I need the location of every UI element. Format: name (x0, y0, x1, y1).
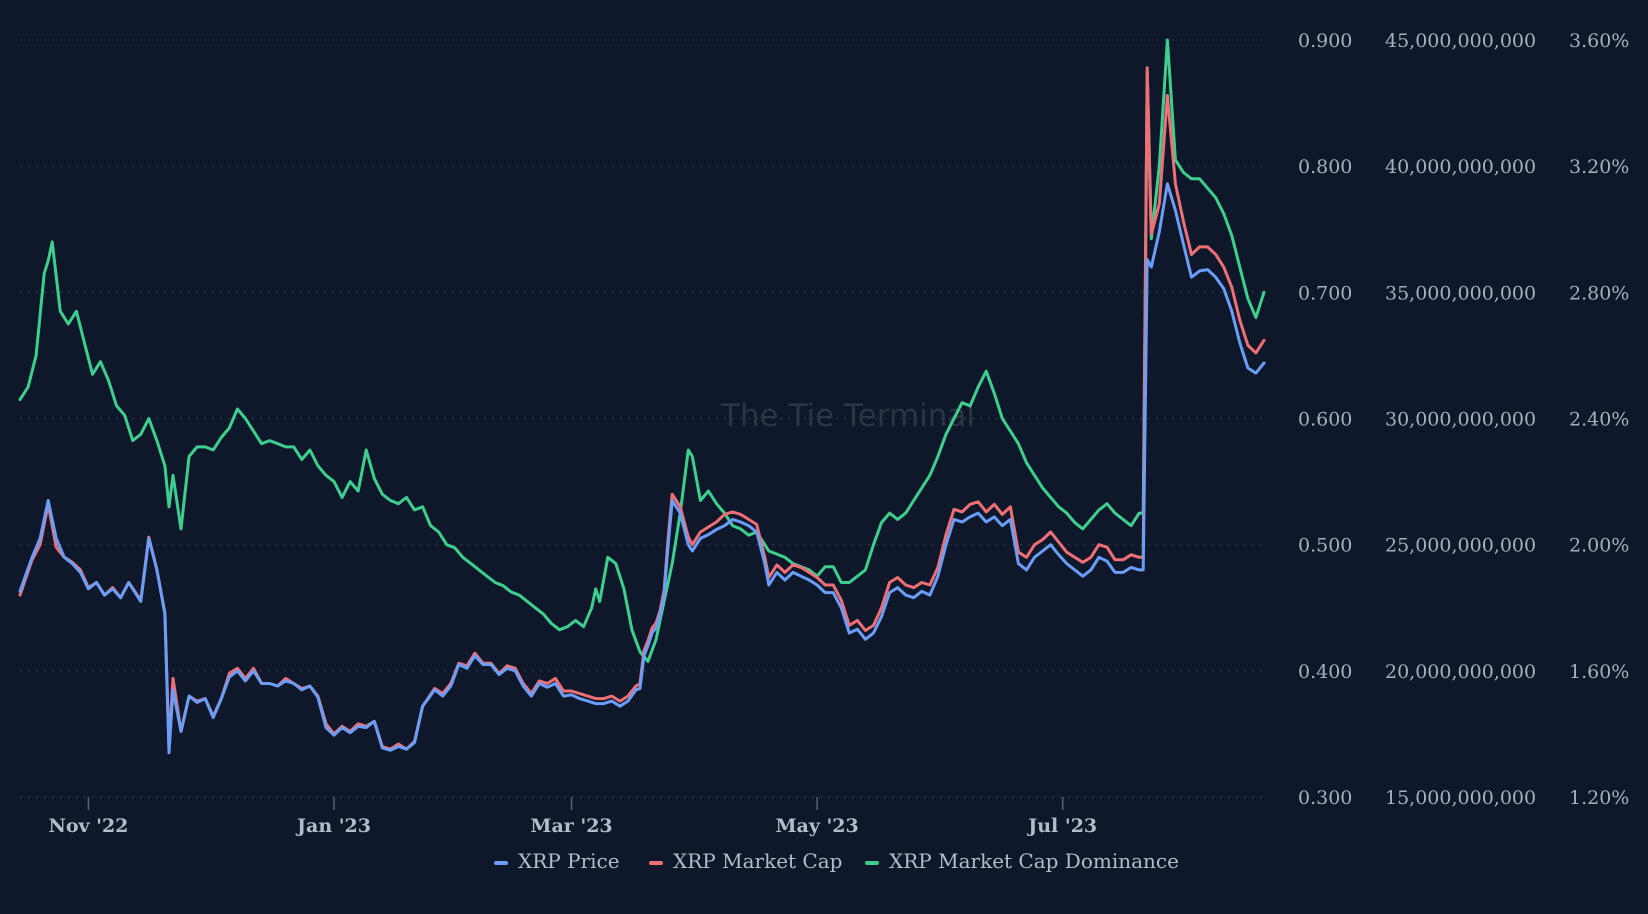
market_cap-axis-tick-label: 20,000,000,000 (1385, 661, 1536, 683)
series-line-xrp-price (18, 182, 1266, 755)
legend-label: XRP Price (518, 849, 620, 873)
price-axis-tick-label: 0.600 (1298, 409, 1352, 431)
price-axis-tick-label: 0.700 (1298, 282, 1352, 304)
legend-item-xrp-market-cap-dominance[interactable]: XRP Market Cap Dominance (865, 849, 1179, 873)
market_cap-axis-tick-label: 15,000,000,000 (1385, 787, 1536, 809)
price-axis-tick-label: 0.900 (1298, 30, 1352, 52)
market_cap-axis-tick-label: 25,000,000,000 (1385, 535, 1536, 557)
market_cap-axis-tick-label: 40,000,000,000 (1385, 156, 1536, 178)
price-axis-tick-label: 0.800 (1298, 156, 1352, 178)
watermark-text: The Tie Terminal (720, 398, 975, 434)
axis-labels: 0.900 0.800 0.700 0.600 0.500 0.400 0.300 45,00… (48, 30, 1629, 837)
legend[interactable]: XRP Price XRP Market Cap XRP Market Cap Do… (494, 849, 1179, 873)
x-axis-tick-label: Jul '23 (1026, 815, 1097, 837)
legend-item-xrp-market-cap[interactable]: XRP Market Cap (649, 849, 842, 873)
dominance-axis-tick-label: 1.20% (1569, 787, 1629, 809)
legend-label: XRP Market Cap Dominance (889, 849, 1179, 873)
market_cap-axis-tick-label: 45,000,000,000 (1385, 30, 1536, 52)
dominance-axis-tick-label: 1.60% (1569, 661, 1629, 683)
x-axis-tick-label: May '23 (775, 815, 858, 837)
dominance-axis-tick-label: 2.80% (1569, 282, 1629, 304)
x-axis-tick-label: Mar '23 (530, 815, 612, 837)
market_cap-axis-tick-label: 30,000,000,000 (1385, 409, 1536, 431)
legend-label: XRP Market Cap (673, 849, 842, 873)
price-axis-tick-label: 0.400 (1298, 661, 1352, 683)
legend-item-xrp-price[interactable]: XRP Price (494, 849, 620, 873)
price-axis-tick-label: 0.300 (1298, 787, 1352, 809)
series-line-xrp-market-cap-dominance (18, 38, 1266, 663)
dominance-axis-tick-label: 3.20% (1569, 156, 1629, 178)
dominance-axis-tick-label: 2.40% (1569, 409, 1629, 431)
x-axis-tick-label: Nov '22 (48, 815, 128, 837)
series-lines (18, 38, 1266, 755)
market_cap-axis-tick-label: 35,000,000,000 (1385, 282, 1536, 304)
dominance-axis-tick-label: 2.00% (1569, 535, 1629, 557)
x-axis-tick-label: Jan '23 (295, 815, 371, 837)
dominance-axis-tick-label: 3.60% (1569, 30, 1629, 52)
series-line-xrp-market-cap (18, 66, 1266, 751)
price-axis-tick-label: 0.500 (1298, 535, 1352, 557)
